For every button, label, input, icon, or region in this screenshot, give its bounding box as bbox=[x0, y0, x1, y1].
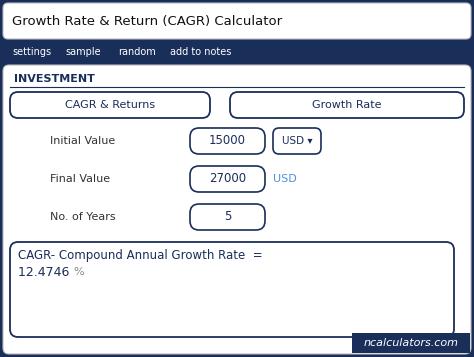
FancyBboxPatch shape bbox=[190, 204, 265, 230]
FancyBboxPatch shape bbox=[230, 92, 464, 118]
Text: No. of Years: No. of Years bbox=[50, 212, 116, 222]
Text: Initial Value: Initial Value bbox=[50, 136, 115, 146]
Text: CAGR & Returns: CAGR & Returns bbox=[65, 100, 155, 110]
FancyBboxPatch shape bbox=[190, 128, 265, 154]
FancyBboxPatch shape bbox=[190, 166, 265, 192]
Text: Growth Rate & Return (CAGR) Calculator: Growth Rate & Return (CAGR) Calculator bbox=[12, 15, 282, 27]
Text: 12.4746: 12.4746 bbox=[18, 266, 73, 278]
FancyBboxPatch shape bbox=[10, 92, 210, 118]
FancyBboxPatch shape bbox=[273, 128, 321, 154]
Text: CAGR- Compound Annual Growth Rate  =: CAGR- Compound Annual Growth Rate = bbox=[18, 250, 263, 262]
Text: 27000: 27000 bbox=[209, 172, 246, 186]
Text: INVESTMENT: INVESTMENT bbox=[14, 74, 95, 84]
FancyBboxPatch shape bbox=[10, 242, 454, 337]
Text: ncalculators.com: ncalculators.com bbox=[364, 338, 458, 348]
Text: add to notes: add to notes bbox=[170, 47, 231, 57]
Text: Growth Rate: Growth Rate bbox=[312, 100, 382, 110]
Text: random: random bbox=[118, 47, 156, 57]
Text: 15000: 15000 bbox=[209, 135, 246, 147]
FancyBboxPatch shape bbox=[3, 65, 471, 354]
Text: sample: sample bbox=[65, 47, 100, 57]
Text: 5: 5 bbox=[224, 211, 231, 223]
Text: USD: USD bbox=[273, 174, 297, 184]
Text: %: % bbox=[73, 267, 83, 277]
Text: settings: settings bbox=[12, 47, 51, 57]
Bar bbox=[352, 333, 470, 353]
Bar bbox=[3, 41, 471, 63]
Text: Final Value: Final Value bbox=[50, 174, 110, 184]
Text: USD ▾: USD ▾ bbox=[282, 136, 312, 146]
FancyBboxPatch shape bbox=[3, 3, 471, 39]
